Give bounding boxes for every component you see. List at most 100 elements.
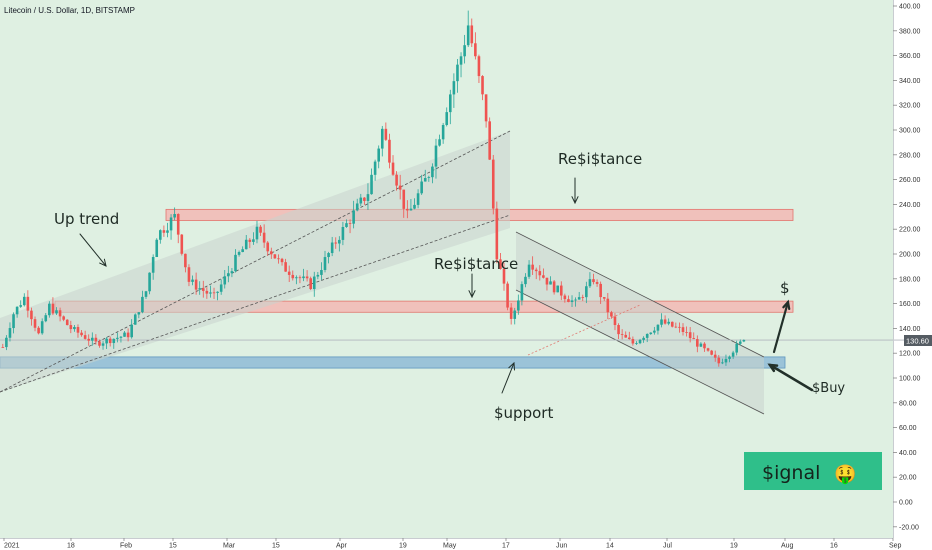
candle-up [244,239,248,250]
candle-down [602,297,606,299]
candle-down [33,319,37,328]
candle-up [549,281,552,285]
candle-up [699,343,703,347]
x-tick-label: 18 [67,543,75,550]
x-tick-label: 17 [502,543,510,550]
candle-down [391,162,395,175]
price-axis: 400.00 380.00 360.00 340.00 320.00 300.00 280.… [893,0,921,538]
candle-down [194,279,198,290]
candle-down [270,251,273,255]
candle-down [713,354,717,358]
candle-up [359,197,363,204]
candle-down [334,242,338,244]
candle-up [656,324,660,331]
candle-down [83,335,87,339]
candle-up [517,300,520,311]
candle-up [638,339,642,344]
candle-down [706,348,710,351]
candle-down [58,310,62,317]
candle-up [441,124,445,140]
candle-down [509,307,513,319]
up-trend-arrow-head [99,258,107,267]
candle-down [620,334,624,335]
candle-down [184,253,187,268]
candle-up [438,139,441,146]
candle-down [395,174,398,186]
candle-up [219,284,223,292]
candle-down [205,290,209,294]
signal-label: $ignal [762,462,820,484]
candle-up [721,362,724,364]
candle-down [65,319,69,326]
candle-up [577,297,581,300]
candle-up [22,296,26,306]
candle-down [559,285,563,296]
candle-down [298,277,302,279]
candle-up [452,81,456,95]
candle-down [481,76,484,95]
candle-down [592,279,595,283]
candle-down [685,331,688,333]
candle-up [345,223,348,227]
candle-down [599,283,602,298]
candle-up [302,276,305,279]
x-tick-label: Mar [223,543,236,550]
candle-down [266,242,270,252]
candle-up [330,242,334,254]
candle-down [398,185,402,190]
candle-up [12,314,15,329]
candle-up [456,64,459,82]
candle-down [212,292,216,294]
candle-down [162,230,166,233]
y-tick-label: 40.00 [899,450,917,457]
candle-down [402,189,406,209]
candle-down [26,296,30,311]
candle-up [223,276,227,285]
candle-down [108,338,112,344]
candle-up [445,112,449,125]
candle-down [610,312,613,317]
candle-up [724,358,728,363]
candle-up [570,300,574,303]
y-tick-label: 340.00 [899,78,921,85]
y-tick-label: 100.00 [899,376,921,383]
candle-up [48,303,51,316]
candle-up [119,336,123,338]
candle-up [252,239,255,242]
support-arrow-head [508,361,515,371]
resistance-upper-arrow-head [571,196,579,205]
candle-down [717,357,721,364]
candle-up [352,210,355,224]
candle-up [144,291,148,297]
buy-label: $Buy [812,381,845,396]
candle-down [488,121,491,160]
candle-down [710,350,713,355]
candle-up [423,178,427,182]
candle-down [98,341,101,346]
y-tick-label: 260.00 [899,177,921,184]
candle-up [420,181,423,194]
candle-down [176,214,180,235]
y-tick-label: 120.00 [899,351,921,358]
x-tick-label: May [443,543,457,550]
candle-down [277,258,280,260]
y-tick-label: 220.00 [899,227,921,234]
candle-up [216,291,219,293]
x-tick-label: 15 [272,543,280,550]
candle-up [338,239,341,244]
candle-down [674,326,678,328]
price-tag [904,335,932,346]
candle-up [588,279,592,287]
candle-down [581,297,585,298]
candle-down [470,25,474,44]
candle-down [291,274,295,279]
candle-up [642,337,645,340]
candle-up [227,273,230,277]
candle-down [506,283,509,308]
candle-up [123,332,126,337]
y-tick-label: 180.00 [899,276,921,283]
candle-up [585,286,588,298]
downtrend-channel [516,232,764,414]
downtrend-channel-upper [515,231,765,358]
candle-down [94,337,98,342]
